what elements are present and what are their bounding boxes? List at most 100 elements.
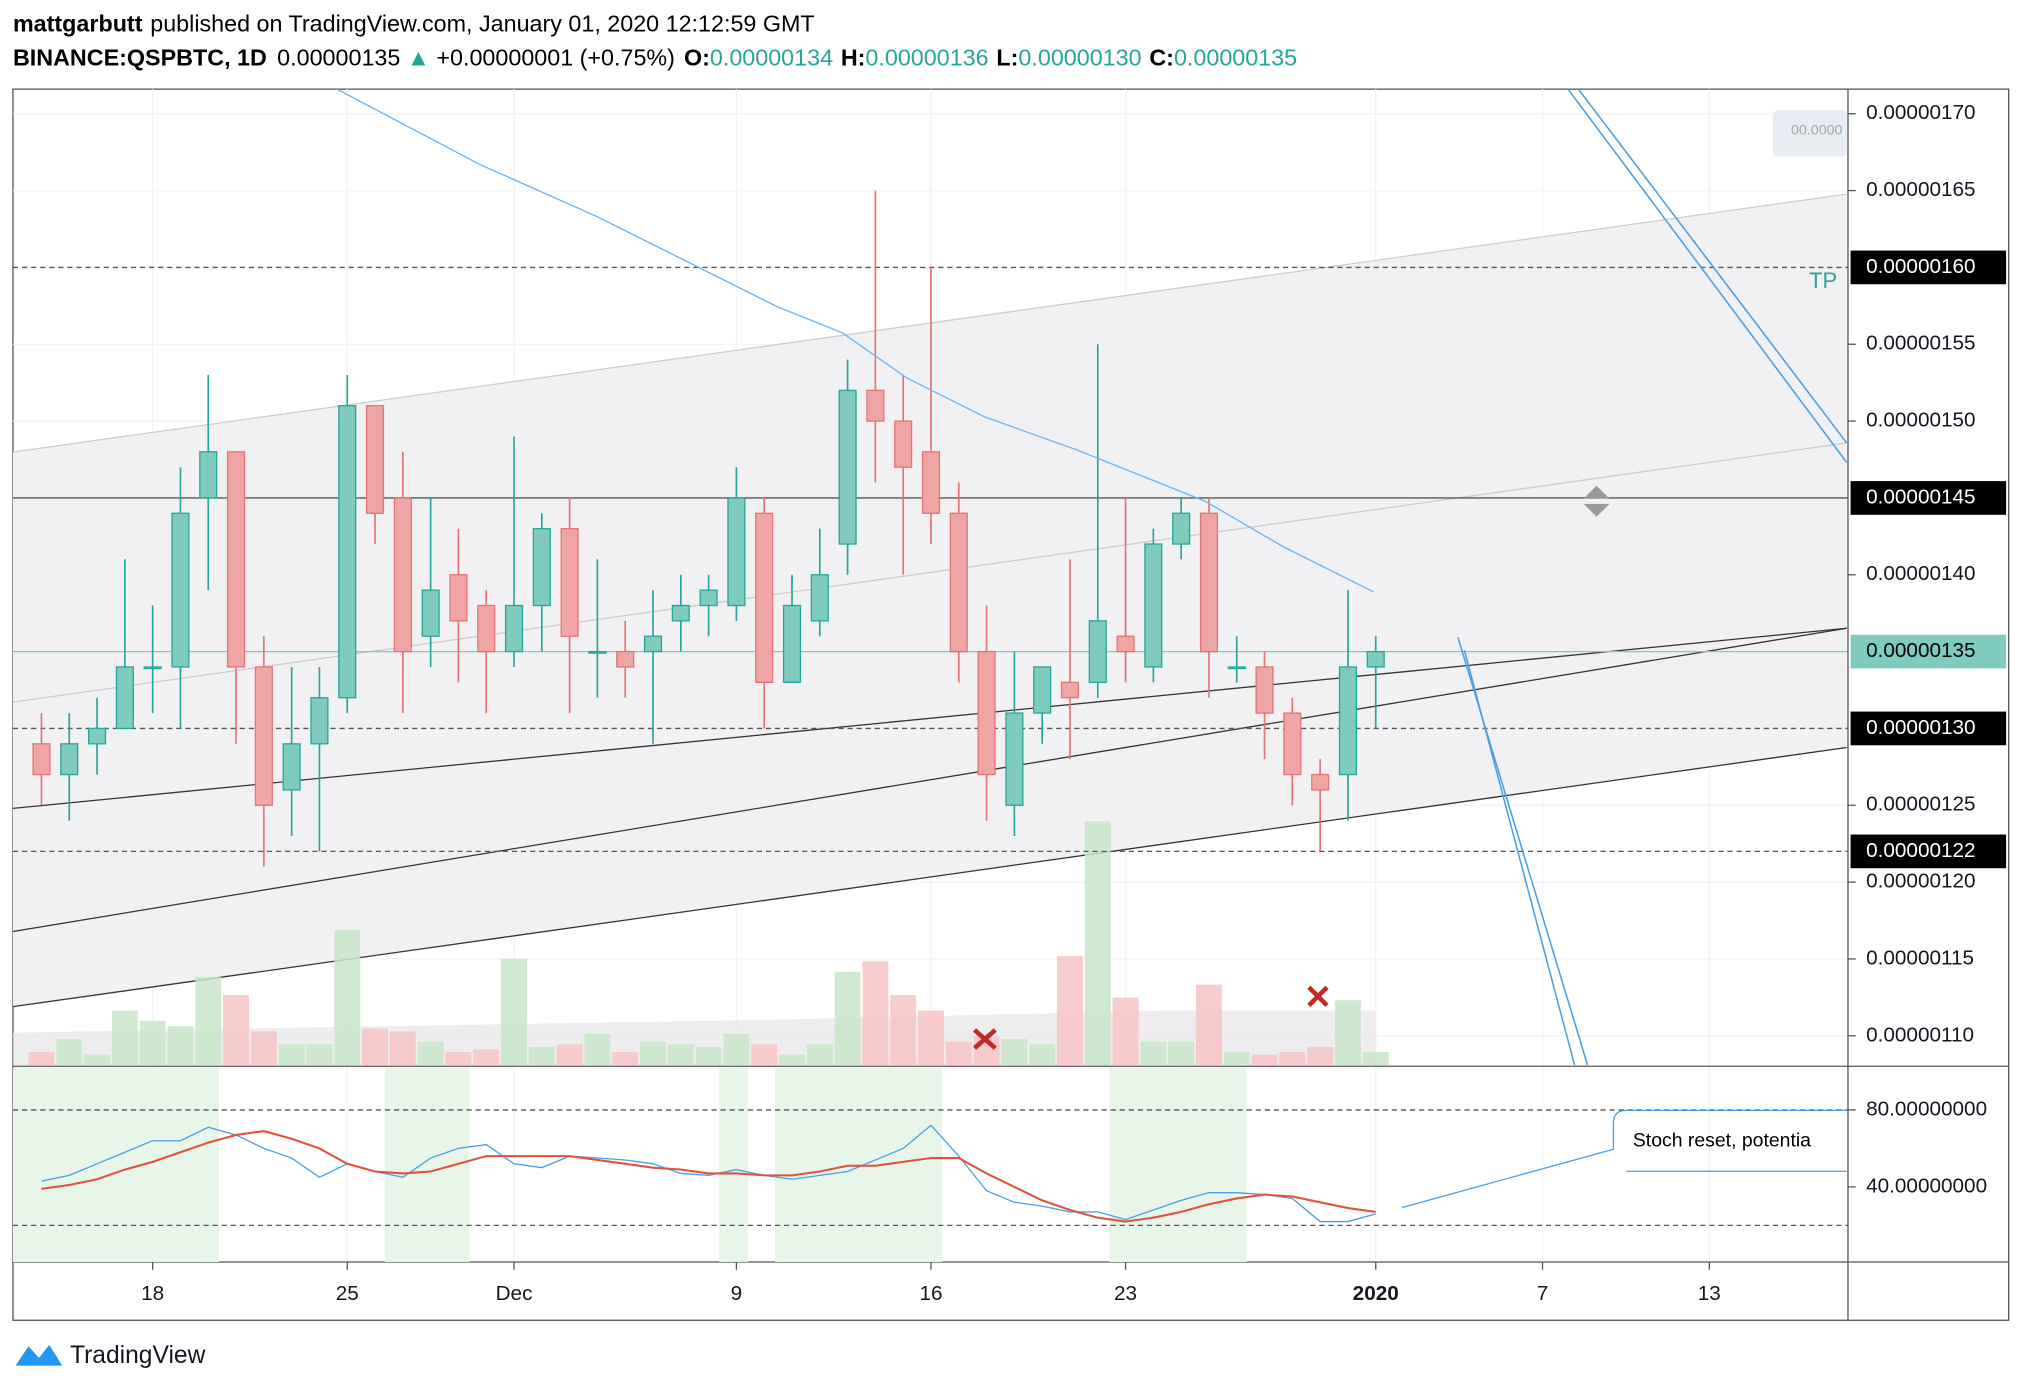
volume-bar <box>473 1049 500 1065</box>
volume-bar <box>834 971 861 1065</box>
volume-bar <box>223 995 250 1065</box>
y-tick-label: 40.00000000 <box>1866 1174 1987 1197</box>
drawing-line <box>1463 650 1576 1066</box>
candle-body <box>449 574 468 622</box>
tp-label: TP <box>1809 268 1837 293</box>
candle-body <box>1311 773 1330 791</box>
moving-average <box>336 88 1374 593</box>
volume-bar <box>306 1044 333 1065</box>
x-tick-label: 9 <box>731 1282 743 1305</box>
candle-body <box>1338 666 1358 776</box>
channel-band <box>12 194 1847 1007</box>
ohlc-value: 0.00000130 <box>1018 45 1141 71</box>
volume-bar <box>528 1046 555 1065</box>
candle-body <box>532 528 551 607</box>
candle-body <box>949 512 968 653</box>
y-tick-label: 0.00000170 <box>1866 101 1975 124</box>
y-tick-label: 0.00000150 <box>1866 409 1975 432</box>
candle-body <box>1033 666 1052 714</box>
candle-body <box>699 589 718 607</box>
logo <box>15 1344 63 1366</box>
volume-bar <box>362 1028 388 1065</box>
last-price-box <box>1850 634 2007 669</box>
volume-bar <box>918 1010 944 1065</box>
candle-body <box>1144 543 1163 668</box>
price: 0.00000135 <box>277 45 400 71</box>
volume-bar <box>723 1033 750 1065</box>
candle-body <box>921 451 941 514</box>
ohlc-key: O: <box>684 45 710 71</box>
volume-bar <box>334 930 361 1065</box>
drawing-line <box>1567 88 1848 463</box>
channel-line <box>12 193 1847 453</box>
author-line: mattgarbutt published on TradingView.com,… <box>13 11 815 37</box>
candle-body <box>1116 635 1135 653</box>
symbol-line: BINANCE:QSPBTC, 1D 0.00000135 ▲ +0.00000001… <box>13 45 1297 71</box>
volume-bar <box>1029 1044 1056 1065</box>
callout <box>1402 1109 1847 1209</box>
volume-bar <box>167 1026 194 1065</box>
candle-body <box>282 743 301 791</box>
drag-handle <box>1583 485 1610 517</box>
x-tick-label: 7 <box>1537 1282 1549 1305</box>
candle-body <box>1005 712 1024 806</box>
candle-body <box>782 604 802 683</box>
candle-body <box>226 451 246 668</box>
last-price-label: 0.00000135 <box>1866 639 1975 662</box>
ohlc-key: C: <box>1149 45 1174 71</box>
stoch-zone <box>719 1067 748 1262</box>
stoch-note: Stoch reset, potentia <box>1633 1130 1811 1152</box>
trend-line <box>12 627 1847 933</box>
stoch-line <box>41 1130 1376 1223</box>
trend-line <box>12 746 1847 1008</box>
symbol: BINANCE:QSPBTC, 1D <box>13 45 267 71</box>
volume-bar <box>695 1046 722 1065</box>
drawing-line <box>1577 88 1848 444</box>
volume-bar <box>862 961 889 1065</box>
y-tick-label: 0.00000155 <box>1866 332 1975 355</box>
candle-body <box>1060 681 1080 699</box>
volume-bar <box>195 976 222 1065</box>
ohlc-key: H: <box>841 45 866 71</box>
volume-bar <box>501 958 527 1065</box>
level-label: 0.00000145 <box>1866 485 1975 508</box>
ohlc-value: 0.00000134 <box>710 45 833 71</box>
y-tick-label: 0.00000140 <box>1866 562 1975 585</box>
author: mattgarbutt <box>13 11 143 37</box>
candle-body <box>338 405 357 699</box>
volume-bar <box>1168 1041 1195 1065</box>
channel-line <box>12 442 1847 703</box>
volume-bar <box>278 1044 305 1065</box>
x-tick-label: 2020 <box>1353 1282 1399 1305</box>
change: +0.00000001 (+0.75%) <box>436 45 675 71</box>
candle-body <box>838 389 857 545</box>
badge-text: 00.0000 <box>1791 122 1843 138</box>
volume-bar <box>556 1044 583 1065</box>
brand: TradingView <box>70 1342 206 1369</box>
volume-bar <box>445 1052 472 1065</box>
level-label: 0.00000122 <box>1866 839 1975 862</box>
volume-bar <box>1196 984 1222 1065</box>
candle-body <box>616 650 635 668</box>
level-label: 0.00000130 <box>1866 716 1975 739</box>
x-tick-label: Dec <box>496 1282 533 1305</box>
candle-body <box>199 451 218 499</box>
volume-bar <box>1084 821 1111 1065</box>
candle-body <box>671 604 690 622</box>
stoch-zone <box>12 1067 220 1262</box>
level-label-box <box>1850 250 2007 285</box>
stoch-shading <box>12 1067 1247 1262</box>
ohlc-value: 0.00000136 <box>865 45 988 71</box>
level-label-box <box>1850 834 2007 869</box>
candle-body <box>32 743 51 776</box>
volume-bar <box>779 1054 805 1065</box>
volume-bar <box>389 1031 416 1065</box>
candle-body <box>171 512 190 668</box>
candle-body <box>1255 666 1274 714</box>
candle-body <box>727 497 746 607</box>
arrow: ▲ <box>407 45 430 71</box>
candle-body <box>588 650 607 654</box>
level-label-box <box>1850 481 2007 515</box>
